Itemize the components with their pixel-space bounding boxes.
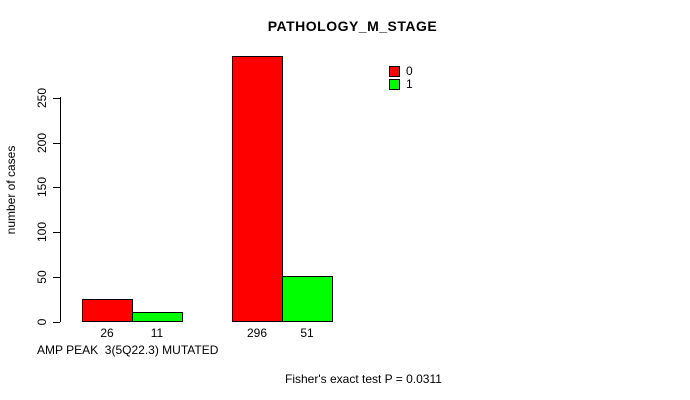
y-tick-label: 50	[35, 270, 49, 284]
x-axis-label: AMP PEAK 3(5Q22.3) MUTATED	[37, 343, 219, 357]
legend-row: 1	[389, 78, 413, 90]
y-tick-mark	[53, 143, 60, 144]
bar-value-label: 296	[246, 326, 268, 340]
y-tick-label: 100	[35, 221, 49, 243]
bar-series-0-group-1	[82, 299, 133, 322]
y-tick-label: 0	[35, 318, 49, 326]
bar-series-0-group-2	[232, 56, 283, 322]
legend-swatch-icon	[389, 65, 400, 77]
bar-value-label: 51	[300, 326, 314, 340]
y-axis-label: number of cases	[4, 145, 18, 235]
legend-label: 0	[406, 64, 413, 78]
bar-value-label: 11	[150, 326, 164, 340]
y-tick-mark	[53, 187, 60, 188]
y-tick-mark	[53, 98, 60, 99]
y-tick-mark	[53, 277, 60, 278]
legend-swatch-icon	[389, 78, 400, 90]
bar-series-1-group-2	[282, 276, 333, 322]
chart-title: PATHOLOGY_M_STAGE	[267, 18, 438, 34]
y-tick-label: 200	[35, 132, 49, 154]
y-tick-mark	[53, 322, 60, 323]
y-tick-label: 250	[35, 87, 49, 109]
fisher-test-annotation: Fisher's exact test P = 0.0311	[285, 372, 442, 386]
legend-row: 0	[389, 65, 413, 77]
y-axis-line	[60, 97, 61, 322]
y-tick-label: 150	[35, 176, 49, 198]
legend-label: 1	[406, 77, 413, 91]
y-tick-mark	[53, 232, 60, 233]
bar-value-label: 26	[100, 326, 114, 340]
bar-series-1-group-1	[132, 312, 183, 322]
